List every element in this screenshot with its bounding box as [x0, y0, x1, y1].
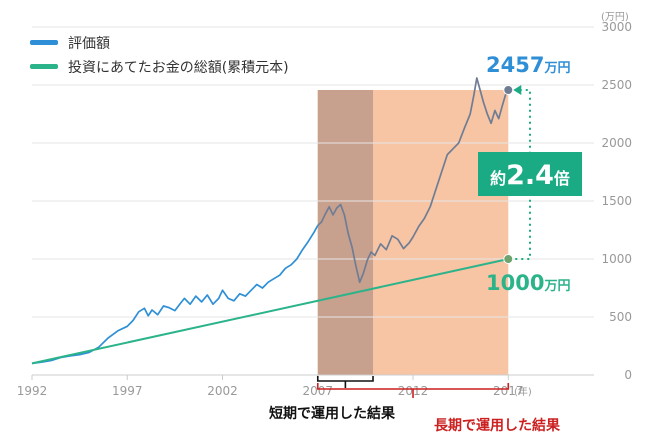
- x-tick-label: 1997: [112, 384, 143, 398]
- bands-layer: [317, 89, 509, 375]
- legend: 評価額 投資にあてたお金の総額(累積元本): [30, 36, 289, 76]
- principal-annotation: 1000万円: [486, 271, 570, 295]
- y-tick-label: 3000: [601, 20, 632, 34]
- value-line-highlight: [317, 77, 509, 284]
- ratio-connector-line: [515, 88, 531, 260]
- ratio-value: 2.4: [506, 160, 554, 191]
- short-term-label: 短期で運用した結果: [269, 405, 396, 422]
- short-term-bracket: [316, 376, 374, 388]
- principal-unit: 万円: [543, 279, 570, 294]
- long-term-label: 長期で運用した結果: [434, 417, 561, 434]
- y-unit-label: (万円): [601, 12, 629, 23]
- final-value-annotation: 2457万円: [486, 53, 570, 77]
- ratio-badge-background: [478, 152, 582, 196]
- x-tick-label: 2007: [302, 384, 333, 398]
- x-tick-label: 2002: [207, 384, 238, 398]
- ratio-arrow-icon: [513, 84, 522, 95]
- y-tick-label: 1000: [601, 252, 632, 266]
- final-value-number: 2457: [486, 53, 544, 77]
- y-tick-label: 0: [624, 368, 632, 382]
- ratio-prefix: 約: [490, 169, 506, 188]
- final-value-dot: [503, 84, 514, 95]
- value-line: [31, 224, 319, 365]
- ticks-layer: 0 500 1000 1500 2000 2500 3000 1992 1997 2002 2007…: [17, 20, 632, 398]
- legend-swatch-principal: [30, 64, 58, 69]
- legend-label-principal: 投資にあてたお金の総額(累積元本): [68, 60, 289, 76]
- series-layer: [31, 77, 509, 365]
- x-tick-label: 2017: [493, 384, 524, 398]
- grid-layer: [32, 26, 594, 376]
- principal-number: 1000: [486, 271, 544, 295]
- long-term-bracket: [316, 383, 510, 398]
- ratio-suffix: 倍: [554, 169, 570, 188]
- principal-dot: [503, 254, 514, 264]
- x-tick-label: 1992: [17, 384, 48, 398]
- legend-label-value: 評価額: [68, 36, 110, 52]
- y-tick-label: 2500: [601, 78, 632, 92]
- y-tick-label: 1500: [601, 194, 632, 208]
- final-value-unit: 万円: [543, 61, 570, 76]
- y-tick-label: 500: [609, 310, 632, 324]
- principal-line: [31, 258, 509, 365]
- x-year-label: (年): [514, 385, 532, 398]
- ratio-text: 約2.4倍: [490, 160, 570, 191]
- y-tick-label: 2000: [601, 136, 632, 150]
- legend-swatch-value: [30, 40, 58, 45]
- short-term-band: [317, 89, 374, 375]
- ratio-badge: 約2.4倍: [478, 152, 582, 196]
